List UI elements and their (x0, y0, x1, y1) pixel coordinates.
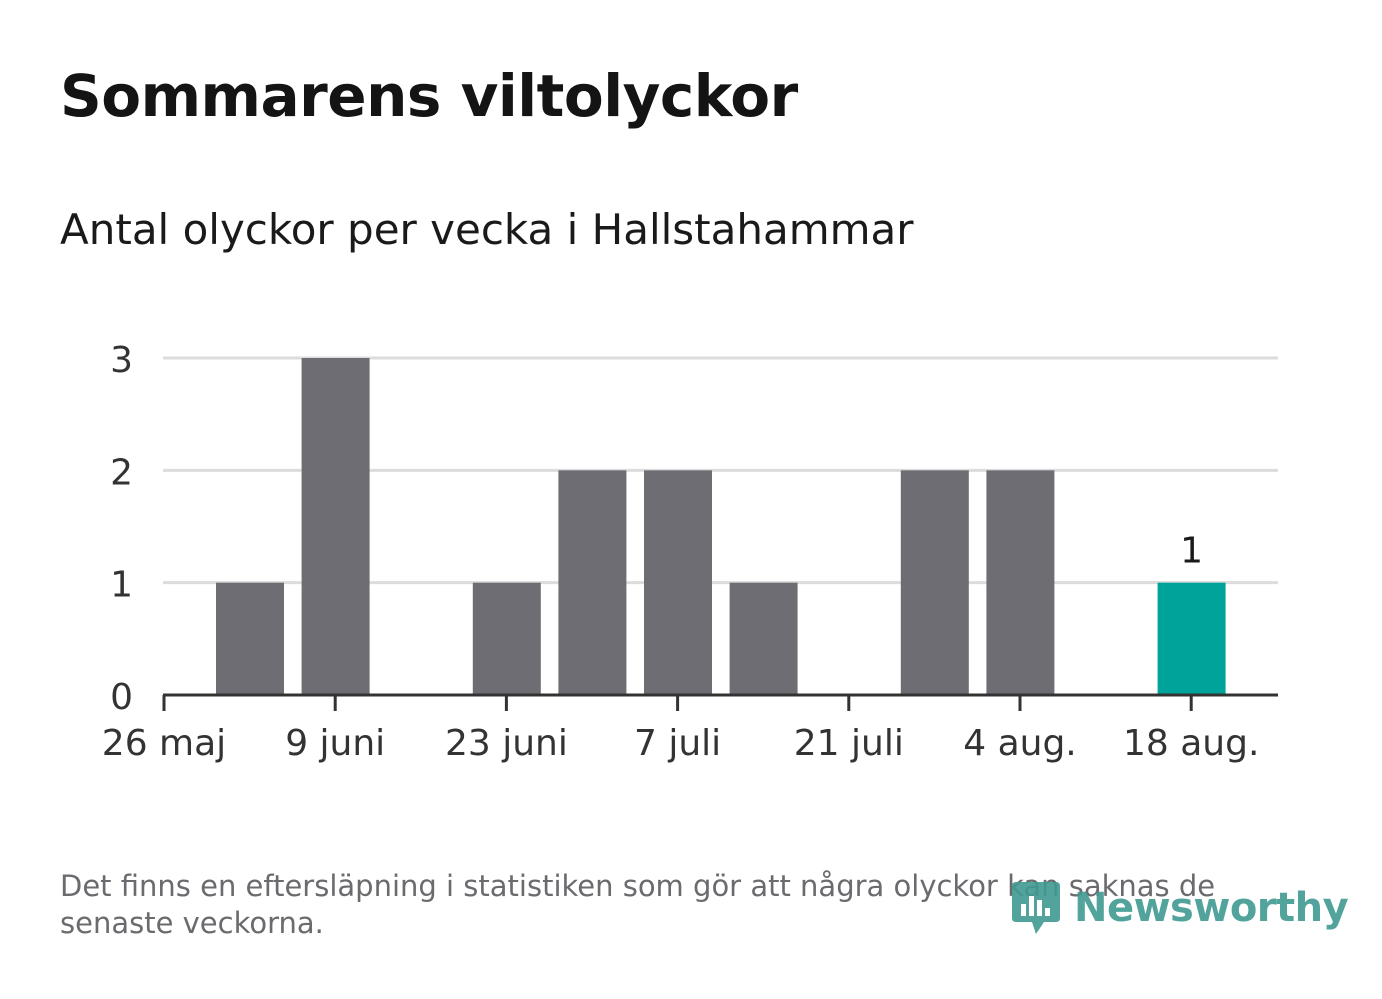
chart-subtitle: Antal olyckor per vecka i Hallstahammar (60, 205, 914, 254)
x-tick-label: 23 juni (445, 723, 568, 764)
newsworthy-logo: Newsworthy (1010, 878, 1349, 938)
newsworthy-chart-bubble-icon (1012, 882, 1060, 934)
x-tick-label: 7 juli (634, 723, 721, 764)
logo-text: Newsworthy (1074, 885, 1349, 931)
x-tick-label: 18 aug. (1123, 723, 1259, 764)
y-tick-label: 1 (110, 565, 133, 606)
bar (472, 582, 541, 695)
bar (900, 470, 969, 695)
chart-title: Sommarens viltolyckor (60, 62, 798, 130)
bar (644, 470, 712, 695)
x-tick-label: 9 juni (285, 723, 385, 764)
y-tick-label: 0 (110, 677, 133, 718)
y-tick-label: 2 (110, 452, 133, 493)
bar (301, 358, 370, 695)
x-tick-label: 4 aug. (963, 723, 1077, 764)
x-tick-label: 21 juli (794, 723, 904, 764)
bar-highlight (1157, 582, 1226, 695)
bar (986, 470, 1055, 695)
bar (558, 470, 627, 695)
y-tick-label: 3 (110, 340, 133, 381)
bar (216, 582, 284, 695)
bar (729, 582, 798, 695)
x-tick-label: 26 maj (102, 723, 226, 764)
data-label: 1 (1180, 531, 1203, 572)
